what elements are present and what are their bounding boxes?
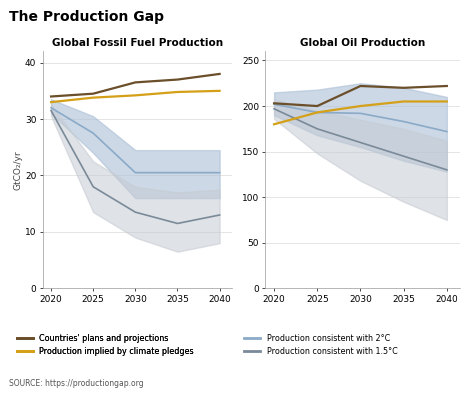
Title: Global Oil Production: Global Oil Production [300, 38, 425, 48]
Legend: Countries' plans and projections, Production implied by climate pledges: Countries' plans and projections, Produc… [13, 331, 197, 359]
Y-axis label: GtCO₂/yr: GtCO₂/yr [13, 150, 22, 190]
Legend: Production consistent with 2°C, Production consistent with 1.5°C: Production consistent with 2°C, Producti… [241, 331, 401, 359]
Title: Global Fossil Fuel Production: Global Fossil Fuel Production [52, 38, 223, 48]
Text: SOURCE: https://productiongap.org: SOURCE: https://productiongap.org [9, 379, 144, 388]
Text: The Production Gap: The Production Gap [9, 10, 164, 24]
